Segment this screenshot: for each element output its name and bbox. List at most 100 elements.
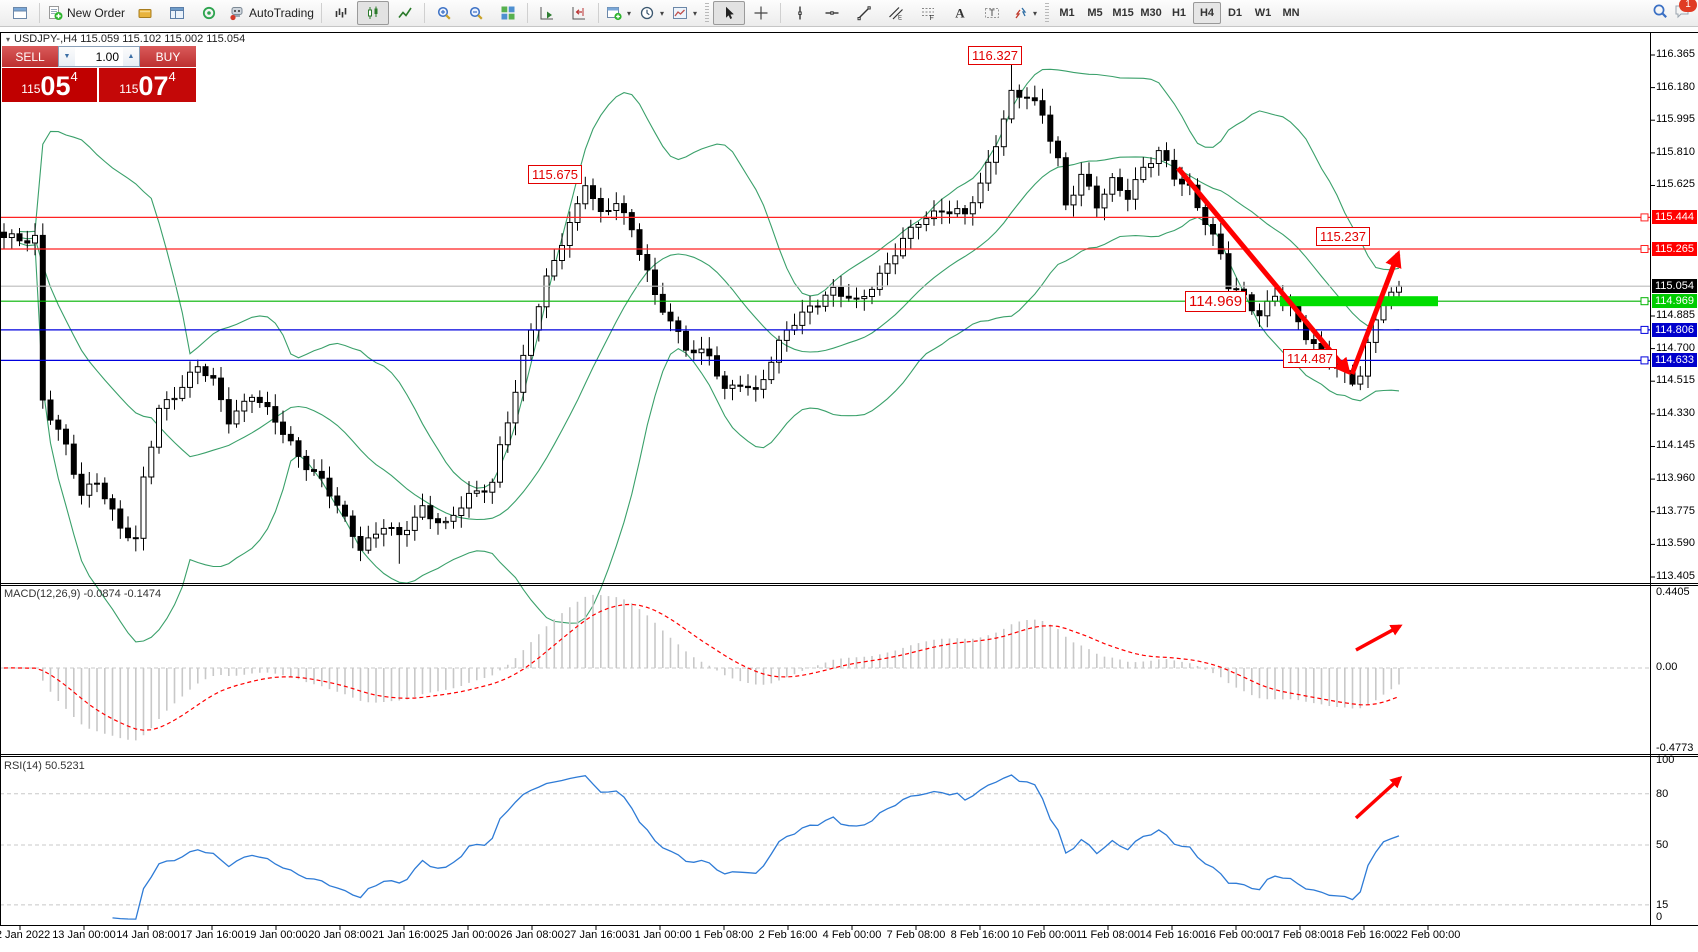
time-axis-label: 31 Jan 00:00 <box>628 929 692 941</box>
buy-button[interactable]: BUY <box>140 46 196 67</box>
tiles <box>501 6 515 20</box>
price-tag: 115.054 <box>1652 279 1697 294</box>
sell-price-sup: 4 <box>70 69 78 84</box>
fibonacci-tool[interactable]: F <box>912 1 944 25</box>
price-axis-tick: 113.960 <box>1656 472 1695 485</box>
timeframe-mn[interactable]: MN <box>1282 7 1300 19</box>
greenphones <box>202 6 216 20</box>
chart-shift-icon[interactable] <box>563 1 595 25</box>
toolbar-separator <box>320 3 322 23</box>
bar-chart-icon[interactable] <box>325 1 357 25</box>
price-axis-tick: 115.810 <box>1656 145 1695 158</box>
magnifier <box>1653 4 1667 18</box>
macd-label: MACD(12,26,9) -0.0874 -0.1474 <box>4 588 162 600</box>
market-watch-icon[interactable] <box>193 1 225 25</box>
chart-menu-icon[interactable]: ▾ <box>6 34 11 44</box>
text-tool[interactable]: A <box>944 1 976 25</box>
buy-price-prefix: 115 <box>119 82 139 96</box>
label-tool[interactable]: T <box>976 1 1008 25</box>
labelT: T <box>985 8 999 18</box>
data-window-icon[interactable] <box>161 1 193 25</box>
macd-axis-tick: -0.4773 <box>1656 742 1694 754</box>
price-annotation[interactable]: 114.969 <box>1185 291 1247 312</box>
auto-scroll-icon[interactable] <box>531 1 563 25</box>
timeframe-w1[interactable]: W1 <box>1254 7 1272 19</box>
main-macd-separator[interactable] <box>0 581 1650 586</box>
sell-button[interactable]: SELL <box>2 46 58 67</box>
periods-dropdown[interactable]: ▾ <box>635 1 668 25</box>
time-axis-label: 18 Feb 16:00 <box>1331 929 1397 941</box>
arrows-tool[interactable]: ▾ <box>1008 1 1041 25</box>
time-axis-label: 26 Jan 08:00 <box>500 929 564 941</box>
zoomout <box>469 6 483 20</box>
sell-price-prefix: 115 <box>21 82 41 96</box>
chart-window-icon[interactable] <box>4 1 36 25</box>
search-icon[interactable] <box>1652 3 1668 24</box>
toolbar-separator <box>526 3 528 23</box>
toolbar-grip[interactable] <box>1045 3 1050 23</box>
timeframe-m5[interactable]: M5 <box>1087 7 1103 19</box>
sell-price-big: 05 <box>40 71 71 101</box>
templates-dropdown[interactable]: ▾ <box>668 1 701 25</box>
dropdown-caret-icon: ▾ <box>1033 8 1038 18</box>
price-axis-tick: 114.700 <box>1656 341 1695 354</box>
channel-tool[interactable]: E <box>880 1 912 25</box>
price-annotation[interactable]: 115.237 <box>1316 227 1371 246</box>
new-chart-dropdown[interactable]: ▾ <box>602 1 635 25</box>
dropdown-caret-icon: ▾ <box>626 8 631 18</box>
timeframe-m30[interactable]: M30 <box>1140 7 1162 19</box>
volume-increase-button[interactable]: ▲ <box>123 47 139 66</box>
time-axis-label: 20 Jan 08:00 <box>308 929 372 941</box>
time-axis-label: 4 Feb 00:00 <box>822 929 882 941</box>
horizontal-line-tool[interactable] <box>816 1 848 25</box>
macd-rsi-separator[interactable] <box>0 753 1650 758</box>
timeframe-m1[interactable]: M1 <box>1059 7 1075 19</box>
price-tag: 114.969 <box>1652 294 1697 309</box>
bars <box>335 8 347 18</box>
buy-price-display[interactable]: 115 07 4 <box>99 68 196 102</box>
toolbar-separator <box>597 3 599 23</box>
candlestick-chart-icon[interactable] <box>356 1 389 25</box>
sell-price-display[interactable]: 115 05 4 <box>2 68 97 102</box>
price-annotation[interactable]: 115.675 <box>528 165 583 184</box>
cursor-tool[interactable] <box>713 1 745 25</box>
timeframe-h1[interactable]: H1 <box>1171 7 1187 19</box>
line-chart-icon[interactable] <box>389 1 421 25</box>
zoom-in-icon[interactable] <box>428 1 460 25</box>
time-axis-label: 16 Feb 00:00 <box>1203 929 1269 941</box>
tile-windows-icon[interactable] <box>492 1 524 25</box>
new-order-button-label: New Order <box>67 6 126 20</box>
price-axis-tick: 113.405 <box>1656 569 1695 582</box>
price-annotation[interactable]: 116.327 <box>968 46 1023 65</box>
macd-axis-tick: 0.00 <box>1656 661 1678 673</box>
profile-icon[interactable] <box>129 1 161 25</box>
goldbox <box>138 9 152 18</box>
toolbar-grip[interactable] <box>705 3 709 23</box>
autotrading-button[interactable]: AutoTrading <box>225 1 318 25</box>
price-tag: 115.265 <box>1652 241 1697 256</box>
rsi-axis-tick: 80 <box>1656 787 1669 800</box>
time-axis-label: 14 Feb 16:00 <box>1139 929 1205 941</box>
time-axis-label: 21 Jan 16:00 <box>372 929 436 941</box>
time-axis-label: 8 Feb 16:00 <box>950 929 1010 941</box>
crosshair <box>754 6 768 20</box>
timeframe-h4[interactable]: H4 <box>1193 2 1222 24</box>
new-order-button[interactable]: New Order <box>43 1 129 25</box>
notifications-icon[interactable]: 1 <box>1674 0 1697 24</box>
time-axis-label: 11 Feb 08:00 <box>1075 929 1141 941</box>
crosshair-tool[interactable] <box>745 1 777 25</box>
trendline-tool[interactable] <box>848 1 880 25</box>
volume-decrease-button[interactable]: ▼ <box>59 47 75 66</box>
vertical-line-tool[interactable] <box>784 1 816 25</box>
zoom-out-icon[interactable] <box>460 1 492 25</box>
tline <box>857 6 871 21</box>
timeframe-d1[interactable]: D1 <box>1227 7 1243 19</box>
price-annotation[interactable]: 114.487 <box>1283 349 1338 368</box>
volume-input[interactable] <box>75 47 123 66</box>
robot <box>230 7 243 21</box>
symbol-ohlc-text: USDJPY-,H4 115.059 115.102 115.002 115.0… <box>14 33 246 45</box>
timeframe-m15[interactable]: M15 <box>1112 7 1134 19</box>
macd-axis-tick: 0.4405 <box>1656 586 1690 598</box>
price-axis-tick: 116.365 <box>1656 48 1695 60</box>
